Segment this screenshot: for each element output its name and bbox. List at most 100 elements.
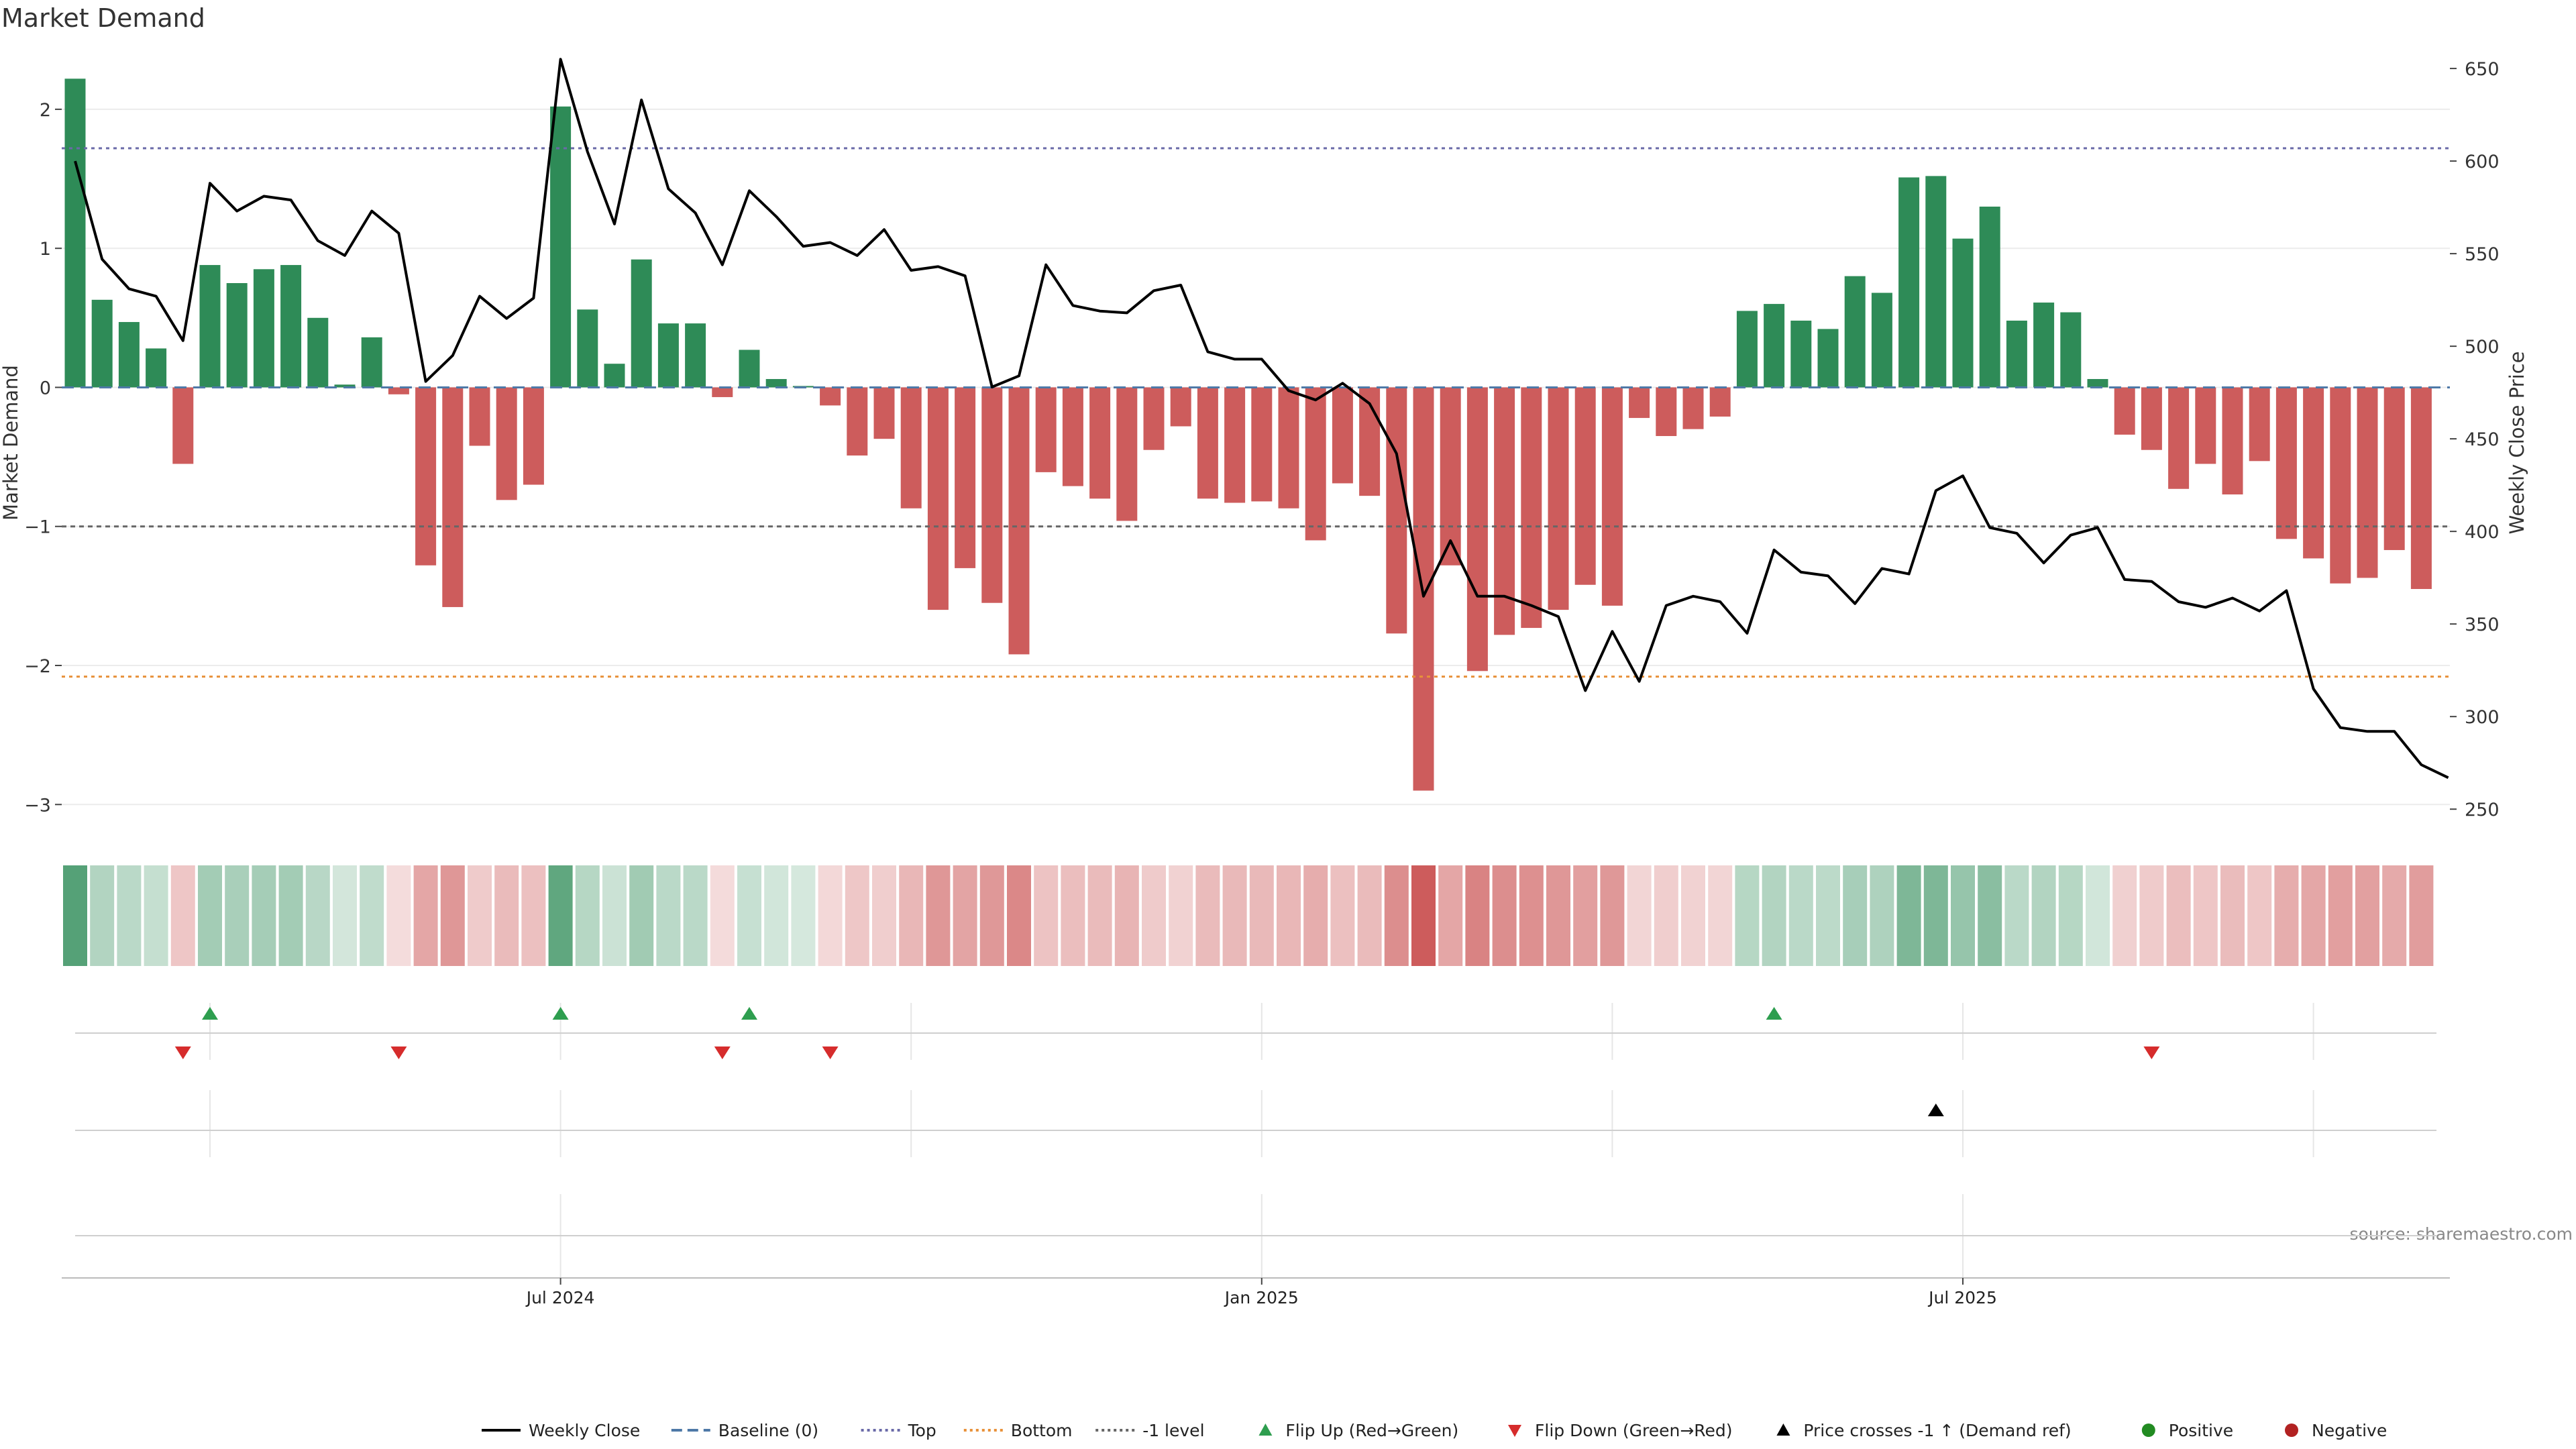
- heat-cell: [2139, 865, 2164, 966]
- demand-bar: [64, 78, 86, 388]
- flip-up-marker: [552, 1007, 569, 1020]
- demand-bar: [118, 322, 140, 388]
- demand-bar: [2330, 387, 2351, 584]
- demand-bar: [496, 387, 517, 500]
- heat-cell: [440, 865, 465, 966]
- heat-cell: [1816, 865, 1840, 966]
- y2-tick-label: 550: [2465, 244, 2500, 265]
- flip-up-marker: [202, 1007, 218, 1020]
- y2-tick-label: 400: [2465, 522, 2500, 543]
- heat-cell: [1169, 865, 1193, 966]
- demand-bar: [2410, 387, 2432, 589]
- demand-bar: [1440, 387, 1461, 566]
- flip-down-marker: [822, 1046, 839, 1059]
- y2-tick-label: 500: [2465, 337, 2500, 358]
- demand-bar: [1170, 387, 1191, 427]
- x-tick-label: Jul 2024: [525, 1288, 595, 1307]
- heat-cell: [90, 865, 115, 966]
- demand-heat-strip: [63, 865, 2434, 966]
- demand-bar: [1925, 176, 1947, 388]
- demand-bar: [1736, 311, 1758, 388]
- flip-up-marker: [1766, 1007, 1782, 1020]
- demand-bar: [2060, 312, 2082, 388]
- demand-bar: [1682, 387, 1704, 429]
- heat-cell: [1087, 865, 1112, 966]
- demand-bar: [415, 387, 437, 566]
- demand-bar: [1979, 207, 2000, 388]
- heat-cell: [468, 865, 492, 966]
- price-cross-panel: [75, 1090, 2436, 1157]
- heat-cell: [2193, 865, 2218, 966]
- heat-cell: [1978, 865, 2002, 966]
- demand-bar: [1871, 292, 1892, 388]
- weekly-close-series: [74, 58, 2449, 780]
- heat-cell: [1277, 865, 1301, 966]
- heat-cell: [926, 865, 951, 966]
- heat-cell: [1330, 865, 1355, 966]
- demand-bar: [712, 387, 733, 397]
- demand-bar: [604, 364, 625, 388]
- heat-cell: [872, 865, 896, 966]
- demand-bar: [172, 387, 194, 464]
- heat-cell: [2382, 865, 2407, 966]
- demand-bar: [1386, 387, 1407, 634]
- heat-cell: [1114, 865, 1139, 966]
- source-note: source: sharemaestro.com: [2350, 1224, 2573, 1244]
- legend-label: Top: [908, 1421, 936, 1440]
- demand-bar: [1709, 387, 1731, 417]
- legend-label: Weekly Close: [529, 1421, 640, 1440]
- demand-bar: [2033, 303, 2055, 388]
- heat-cell: [1438, 865, 1463, 966]
- heat-cell: [1654, 865, 1678, 966]
- heat-cell: [1735, 865, 1760, 966]
- heat-cell: [2004, 865, 2029, 966]
- flip-down-marker: [714, 1046, 731, 1059]
- heat-cell: [278, 865, 303, 966]
- heat-cell: [198, 865, 222, 966]
- heat-cell: [2112, 865, 2137, 966]
- y2-axis-ticks: 250 300 350 400 450 500 550 600 650: [2450, 59, 2500, 820]
- demand-bars: [64, 78, 2432, 791]
- legend-swatch: [2141, 1424, 2155, 1437]
- heat-cell: [1465, 865, 1490, 966]
- heat-cell: [2031, 865, 2056, 966]
- demand-bar: [1116, 387, 1138, 521]
- y-tick-label: 0: [40, 378, 51, 398]
- demand-bar: [631, 259, 652, 388]
- heat-cell: [117, 865, 142, 966]
- heat-cell: [2086, 865, 2110, 966]
- demand-bar: [955, 387, 976, 568]
- demand-bar: [1952, 238, 1974, 388]
- demand-bar: [1844, 276, 1866, 388]
- heat-cell: [225, 865, 250, 966]
- heat-cell: [386, 865, 411, 966]
- heat-cell: [1923, 865, 1948, 966]
- x-tick-label: Jan 2025: [1224, 1288, 1299, 1307]
- demand-bar: [442, 387, 464, 607]
- legend-label: Price crosses -1 ↑ (Demand ref): [1803, 1421, 2071, 1440]
- demand-bar: [657, 323, 679, 388]
- heat-cell: [683, 865, 708, 966]
- flip-up-marker: [741, 1007, 757, 1020]
- legend-label: Flip Down (Green→Red): [1535, 1421, 1733, 1440]
- heat-cell: [764, 865, 789, 966]
- heat-cell: [1142, 865, 1166, 966]
- heat-cell: [1492, 865, 1517, 966]
- demand-bar: [2357, 387, 2378, 578]
- heat-cell: [656, 865, 681, 966]
- y-axis-label: Market Demand: [0, 365, 22, 521]
- heat-cell: [170, 865, 195, 966]
- legend-swatch: [1258, 1424, 1273, 1436]
- demand-bar: [523, 387, 544, 485]
- heat-cell: [1951, 865, 1975, 966]
- demand-bar: [1224, 387, 1246, 503]
- y2-tick-label: 300: [2465, 707, 2500, 728]
- y2-tick-label: 350: [2465, 614, 2500, 635]
- heat-cell: [2247, 865, 2272, 966]
- y-tick-label: −3: [24, 795, 51, 816]
- demand-bar: [2383, 387, 2405, 550]
- heat-cell: [1357, 865, 1382, 966]
- flip-markers-panel: [75, 1003, 2436, 1060]
- heat-cell: [1627, 865, 1652, 966]
